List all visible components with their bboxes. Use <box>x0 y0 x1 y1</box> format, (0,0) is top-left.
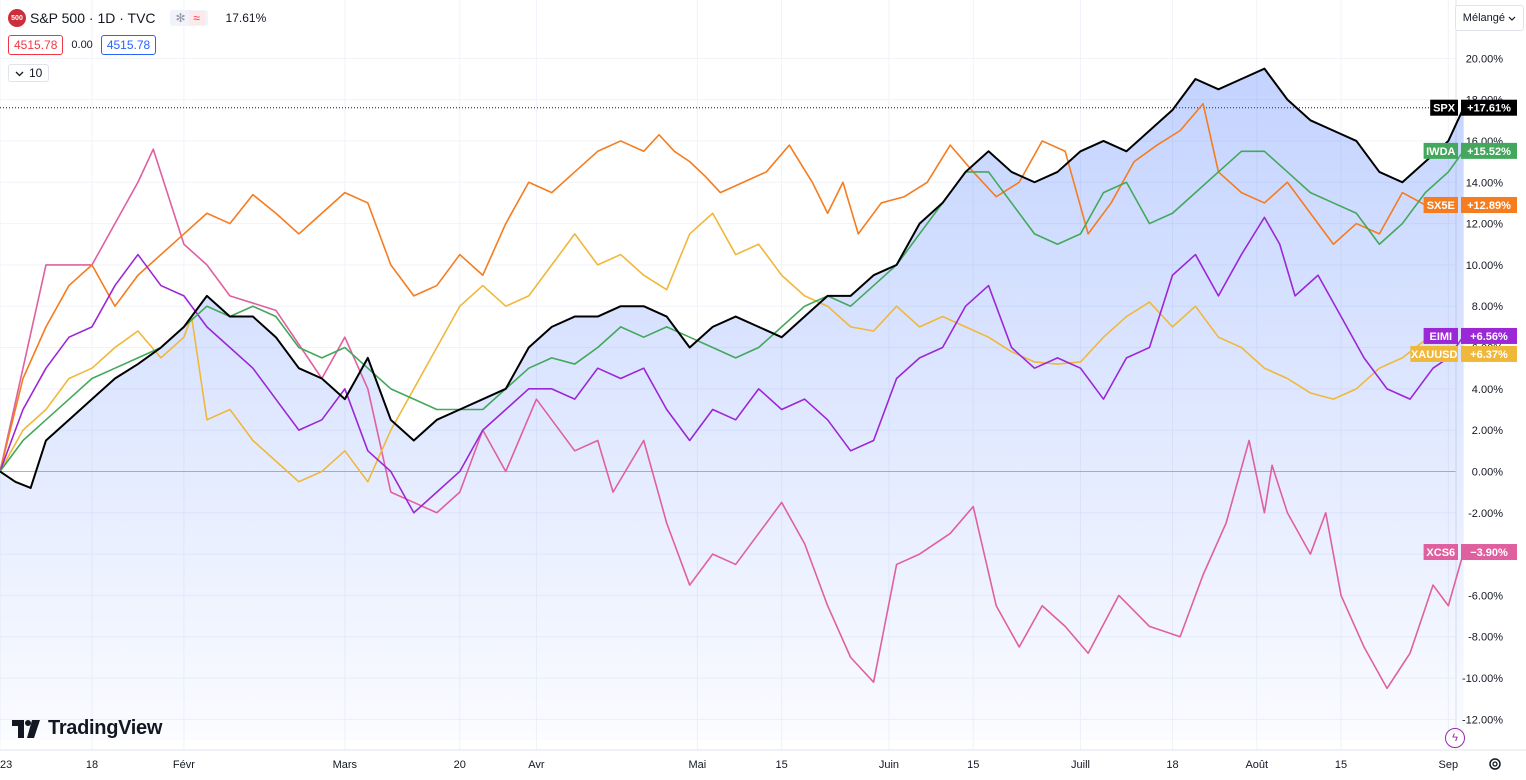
series-label-spx: SPX +17.61% <box>1430 99 1517 116</box>
series-line-sx5e <box>0 102 1426 472</box>
x-tick-label: Août <box>1245 759 1268 771</box>
x-tick-label: Mai <box>688 759 706 771</box>
series-value-tag <box>1461 196 1517 213</box>
chevron-down-icon <box>15 66 24 80</box>
x-tick-label: Févr <box>173 759 195 771</box>
series-value-tag <box>1461 142 1517 159</box>
y-tick-label: 20.00% <box>1466 53 1504 65</box>
series-label-eimi: EIMI +6.56% <box>1423 327 1517 344</box>
chevron-down-icon <box>1508 12 1516 24</box>
series-name-text: IWDA <box>1426 146 1455 158</box>
series-label-xcs6: XCS6 −3.90% <box>1423 544 1517 561</box>
series-line-xauusd <box>0 212 1426 483</box>
sell-price-button[interactable]: 4515.78 <box>8 35 64 55</box>
price-row: 4515.78 0.00 4515.78 <box>8 34 157 56</box>
series-value-text: +15.52% <box>1467 146 1511 158</box>
series-line-spx <box>0 67 1465 489</box>
series-label-sx5e: SX5E +12.89% <box>1423 196 1517 213</box>
series-name-text: SX5E <box>1427 200 1455 212</box>
series-value-tag <box>1461 345 1517 362</box>
sp500-logo-icon: 500 <box>8 9 26 27</box>
y-tick-label: 0.00% <box>1472 466 1503 478</box>
x-tick-label: 20 <box>454 759 466 771</box>
scale-mode-button[interactable]: Mélangé <box>1454 5 1524 31</box>
series-name-tag <box>1423 544 1458 561</box>
change-percent: 17.61% <box>225 11 267 25</box>
series-value-tag <box>1461 327 1517 344</box>
y-tick-label: -12.00% <box>1462 714 1503 726</box>
spread-value: 0.00 <box>71 39 93 51</box>
y-tick-label: -6.00% <box>1468 590 1503 602</box>
indicators-toggle-button[interactable]: 10 <box>8 64 50 82</box>
x-tick-label: Avr <box>528 759 545 771</box>
y-tick-label: 2.00% <box>1472 425 1503 437</box>
series-label-iwda: IWDA +15.52% <box>1423 142 1517 159</box>
spx-area-fill <box>0 68 1464 740</box>
indicator-count: 10 <box>29 66 43 80</box>
series-line-iwda <box>0 150 1465 472</box>
series-labels: SPX +17.61% IWDA +15.52% SX5E +12.89% EIMI +6.5… <box>1410 99 1517 561</box>
series-label-xauusd: XAUUSD +6.37% <box>1410 345 1517 362</box>
tradingview-wordmark: TradingView <box>48 717 163 739</box>
x-tick-label: Juin <box>879 759 899 771</box>
tradingview-logo[interactable]: TradingView <box>12 717 162 740</box>
series-name-text: XCS6 <box>1426 547 1455 559</box>
series-value-text: +17.61% <box>1467 103 1511 115</box>
x-tick-label: 15 <box>967 759 979 771</box>
x-tick-label: Sep <box>1439 759 1459 771</box>
gear-icon[interactable] <box>1486 755 1504 773</box>
series-value-text: +12.89% <box>1467 200 1511 212</box>
time-axis[interactable]: 2023 18 Févr Mars 20 Avr Mai 15 Juin 15 Juill 18 Aoû… <box>0 759 1458 771</box>
x-tick-label: 18 <box>1166 759 1178 771</box>
y-tick-label: -10.00% <box>1462 673 1503 685</box>
series-name-tag <box>1423 142 1458 159</box>
asterisk-icon: ✻ <box>175 11 186 25</box>
x-tick-label: 15 <box>776 759 788 771</box>
spx-area <box>0 68 1464 740</box>
wave-icon: ≈ <box>188 11 205 25</box>
series-name-tag <box>1430 99 1458 116</box>
series-value-tag <box>1461 544 1517 561</box>
symbol-header[interactable]: 500 S&P 500 · 1D · TVC ✻ ≈ 17.61% <box>8 8 266 28</box>
symbol-title[interactable]: S&P 500 · 1D · TVC <box>30 10 156 26</box>
x-tick-label: 18 <box>86 759 98 771</box>
series-name-tag <box>1423 196 1458 213</box>
series-lines <box>0 67 1465 690</box>
y-tick-label: -2.00% <box>1468 508 1503 520</box>
x-tick-label: Mars <box>333 759 358 771</box>
status-icons: ✻ ≈ <box>169 10 208 26</box>
lightning-icon[interactable]: ϟ <box>1445 728 1465 748</box>
indicators-row: 10 <box>8 63 50 83</box>
tradingview-logo-icon <box>12 719 40 738</box>
series-value-tag <box>1461 99 1517 116</box>
series-value-text: +6.56% <box>1470 331 1508 343</box>
x-tick-label: 2023 <box>0 759 12 771</box>
scale-mode-label: Mélangé <box>1462 12 1505 24</box>
series-name-tag <box>1410 345 1458 362</box>
y-tick-label: 12.00% <box>1466 219 1504 231</box>
series-name-text: SPX <box>1433 103 1456 115</box>
series-value-text: +6.37% <box>1470 349 1508 361</box>
buy-price-button[interactable]: 4515.78 <box>100 35 157 55</box>
y-tick-label: 10.00% <box>1466 260 1504 272</box>
series-name-text: XAUUSD <box>1411 349 1458 361</box>
y-tick-label: 4.00% <box>1472 384 1503 396</box>
x-tick-label: 15 <box>1335 759 1347 771</box>
y-tick-label: 14.00% <box>1466 177 1504 189</box>
series-value-text: −3.90% <box>1470 547 1508 559</box>
series-name-text: EIMI <box>1429 331 1452 343</box>
series-line-eimi <box>0 216 1465 514</box>
y-tick-label: 8.00% <box>1472 301 1503 313</box>
x-tick-label: Juill <box>1071 759 1090 771</box>
y-tick-label: -8.00% <box>1468 632 1503 644</box>
series-name-tag <box>1423 327 1458 344</box>
